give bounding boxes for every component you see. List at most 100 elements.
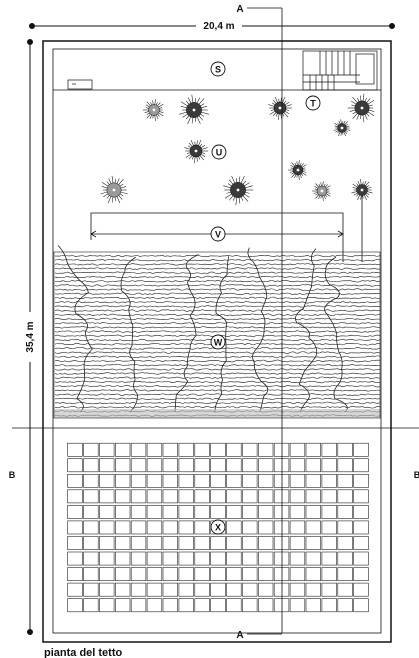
- solar-panel: [178, 582, 194, 597]
- solar-panel: [257, 536, 274, 550]
- solar-panel: [83, 567, 99, 581]
- solar-panel: [257, 520, 274, 535]
- solar-panel: [289, 458, 306, 473]
- tree-symbol: [351, 179, 373, 201]
- solar-panel: [289, 442, 306, 457]
- solar-panel: [242, 520, 258, 535]
- solar-panel: [162, 505, 178, 519]
- solar-panel: [305, 567, 321, 581]
- tree-symbol: [143, 99, 164, 121]
- solar-panel: [146, 598, 163, 613]
- solar-panel: [146, 473, 163, 488]
- solar-panel: [226, 442, 242, 457]
- hedge-row: [54, 330, 381, 333]
- solar-panel: [178, 536, 194, 550]
- solar-panel: [337, 551, 353, 566]
- solar-panel: [115, 442, 131, 457]
- solar-panel: [99, 442, 115, 457]
- solar-panel: [115, 505, 131, 519]
- hedge-row: [54, 267, 381, 270]
- solar-panel: [162, 520, 178, 535]
- trees-group: [100, 93, 375, 206]
- solar-panel: [353, 567, 369, 581]
- solar-panel: [99, 473, 115, 488]
- tree-symbol: [223, 175, 254, 206]
- solar-panel: [337, 473, 353, 488]
- solar-panel: [115, 458, 131, 473]
- solar-panel: [305, 551, 321, 566]
- solar-panel: [226, 458, 242, 473]
- solar-panel: [146, 505, 163, 519]
- solar-panel: [210, 536, 226, 550]
- solar-panel: [273, 458, 290, 473]
- zone-x-label: X: [215, 523, 221, 533]
- solar-panel: [210, 598, 226, 613]
- section-a-top-label: A: [236, 4, 243, 15]
- hedge-row: [54, 389, 381, 392]
- solar-panel: [146, 442, 163, 457]
- solar-panel: [99, 489, 115, 504]
- solar-panel: [305, 458, 321, 473]
- staircase: [302, 50, 378, 91]
- solar-panel: [83, 582, 99, 597]
- tree-symbol: [288, 160, 307, 180]
- vine-line: [120, 256, 138, 413]
- vine-line: [214, 256, 229, 413]
- solar-panel: [178, 598, 194, 613]
- zone-u-label: U: [216, 148, 223, 158]
- solar-panel: [289, 551, 306, 566]
- solar-panel: [337, 505, 353, 519]
- height-label: 35,4 m: [25, 321, 36, 352]
- solar-panel: [130, 473, 147, 488]
- solar-panel: [178, 520, 194, 535]
- solar-panel: [226, 598, 242, 613]
- tree-symbol: [312, 181, 331, 201]
- hedge-row: [54, 397, 381, 401]
- solar-panel: [194, 505, 210, 519]
- solar-panel: [130, 536, 147, 550]
- solar-panel: [337, 536, 353, 550]
- solar-panel: [130, 582, 147, 597]
- solar-panel: [83, 551, 99, 566]
- width-label: 20,4 m: [203, 21, 234, 32]
- hedge-row: [54, 393, 381, 396]
- section-a-bottom-label: A: [236, 630, 243, 641]
- drawing-caption: pianta del tetto: [44, 647, 123, 658]
- solar-panel: [305, 536, 321, 550]
- tree-symbol: [100, 175, 128, 204]
- solar-panel: [146, 458, 163, 473]
- solar-panel: [178, 567, 194, 581]
- solar-panel: [178, 442, 194, 457]
- solar-panel: [305, 582, 321, 597]
- solar-panel: [273, 567, 290, 581]
- solar-panel: [194, 489, 210, 504]
- hedge-row: [54, 368, 381, 371]
- solar-panel: [83, 505, 99, 519]
- solar-panel: [67, 505, 83, 519]
- solar-panel: [210, 473, 226, 488]
- solar-panel: [99, 458, 115, 473]
- solar-panel: [115, 536, 131, 550]
- solar-panel: [273, 473, 290, 488]
- solar-panel: [321, 458, 337, 473]
- solar-panel: [67, 582, 83, 597]
- solar-panel: [321, 567, 337, 581]
- zone-t-label: T: [310, 99, 316, 109]
- solar-panel: [115, 473, 131, 488]
- solar-panel: [67, 442, 83, 457]
- tree-symbol: [333, 119, 351, 137]
- hedge-base-strip: [54, 409, 380, 418]
- hedge-row: [54, 380, 381, 384]
- solar-panel: [67, 458, 83, 473]
- solar-panel: [257, 551, 274, 566]
- solar-panel: [115, 489, 131, 504]
- solar-panel: [194, 551, 210, 566]
- width-dimension: [29, 17, 395, 31]
- solar-panel: [99, 536, 115, 550]
- hedge-row: [54, 401, 381, 405]
- solar-panel: [162, 598, 178, 613]
- solar-panel: [146, 489, 163, 504]
- section-b-left-label: B: [9, 470, 16, 480]
- vine-line: [247, 247, 269, 413]
